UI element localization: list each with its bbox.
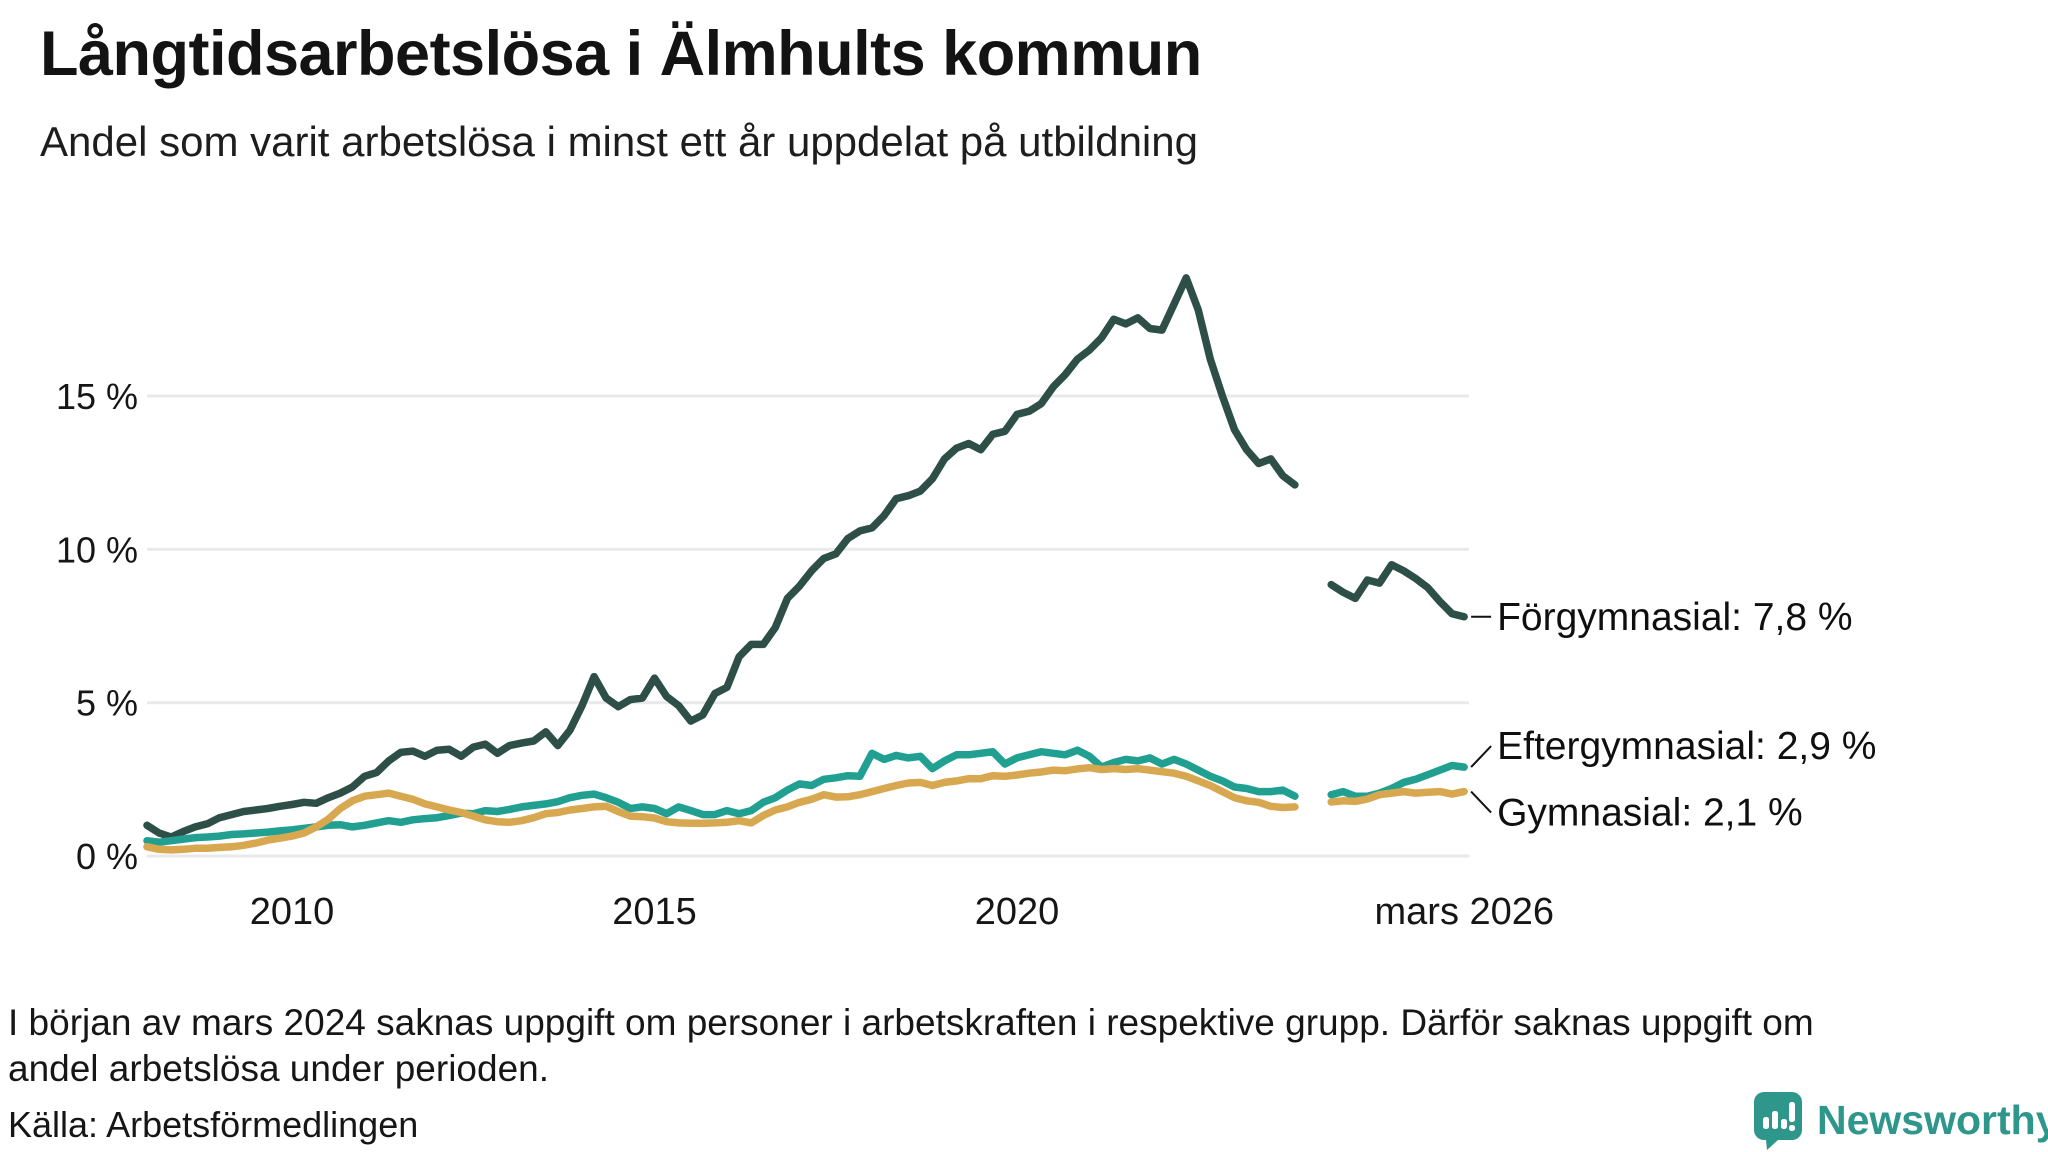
x-axis-tick-label: 2015 [612,891,697,933]
x-axis-tick-label: 2010 [250,891,335,933]
footnote-line-1: I början av mars 2024 saknas uppgift om … [8,1002,1814,1043]
series-end-label-gymnasial: Gymnasial: 2,1 % [1497,792,1803,835]
y-axis-tick-label: 10 % [56,529,138,570]
label-leader-line [1470,790,1492,814]
x-axis-tick-label: 2020 [975,891,1060,933]
y-axis-tick-label: 15 % [56,376,138,417]
series-line-förgymnasial [1327,560,1468,621]
series-line-gymnasial [143,763,1299,854]
newsworthy-logo-text: Newsworthy [1817,1096,2048,1143]
series-line-förgymnasial [143,274,1299,841]
label-leader-line [1470,745,1492,768]
source-note: Källa: Arbetsförmedlingen [8,1104,419,1145]
series-end-label-förgymnasial: Förgymnasial: 7,8 % [1497,596,1852,639]
y-axis-tick-label: 0 % [76,836,138,877]
series-line-eftergymnasial [1327,761,1468,800]
newsworthy-logo: Newsworthy [1752,1090,2048,1150]
footnote: I början av mars 2024 saknas uppgift om … [8,1000,1814,1092]
newsworthy-logo-icon [1754,1092,1802,1150]
page-title: Långtidsarbetslösa i Älmhults kommun [40,19,1202,89]
footnote-line-2: andel arbetslösa under perioden. [8,1048,549,1089]
series-end-label-eftergymnasial: Eftergymnasial: 2,9 % [1497,725,1876,768]
y-axis-tick-label: 5 % [76,683,138,724]
series-line-gymnasial [1327,787,1468,806]
x-axis-tick-label: mars 2026 [1375,891,1555,933]
line-chart: 0 % 5 % 10 % 15 % 2010 2015 2020 mars 2026 Förgy… [56,274,1876,933]
chart-subtitle: Andel som varit arbetslösa i minst ett å… [40,118,1198,165]
